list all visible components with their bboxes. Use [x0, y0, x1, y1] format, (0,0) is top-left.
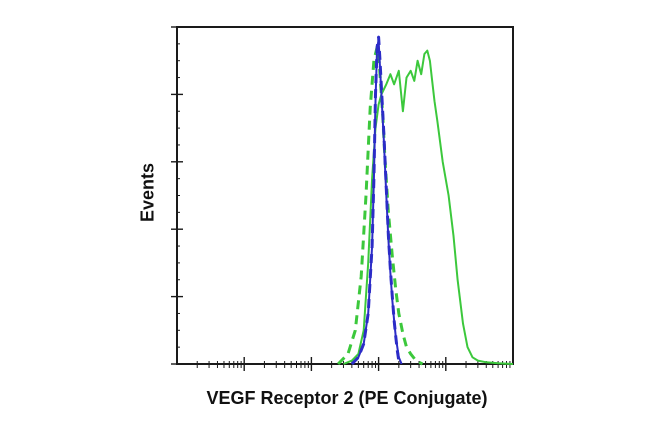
series-cells-1-stained: [351, 39, 403, 365]
series-layer: [337, 35, 514, 366]
axis-ticks: [171, 26, 511, 371]
plot-frame: [176, 26, 514, 365]
y-axis-label: Events: [137, 162, 158, 223]
x-axis-label: VEGF Receptor 2 (PE Conjugate): [206, 388, 488, 408]
